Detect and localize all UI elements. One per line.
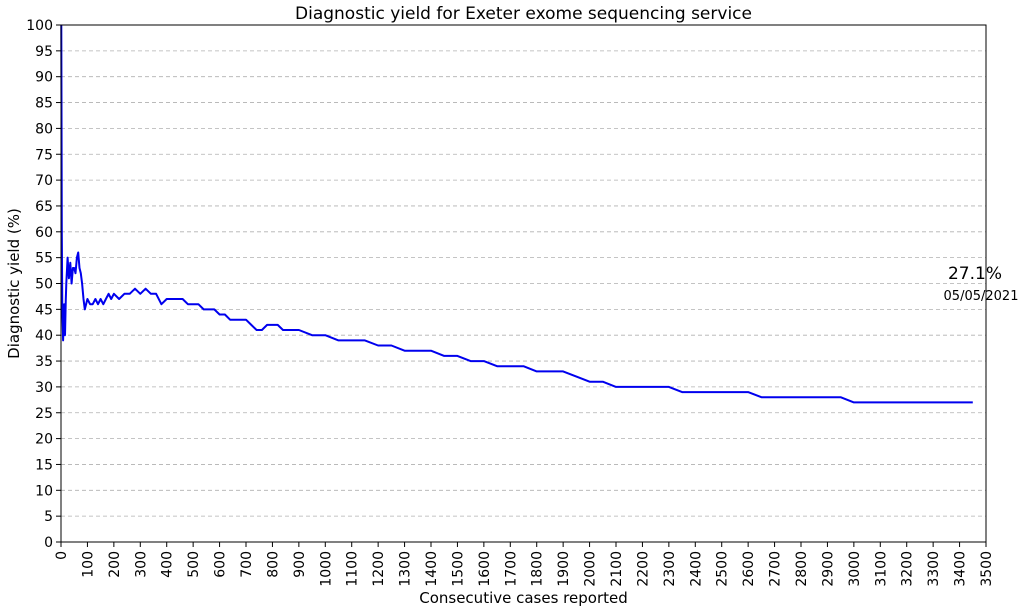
x-tick-label: 0 — [54, 551, 70, 560]
x-tick-label: 1200 — [371, 551, 387, 587]
x-tick-label: 3400 — [953, 551, 969, 587]
x-tick-label: 1600 — [477, 551, 493, 587]
x-tick-label: 1900 — [556, 551, 572, 587]
y-tick-label: 85 — [35, 96, 53, 112]
current-yield-date: 05/05/2021 — [944, 289, 1019, 304]
y-tick-label: 0 — [44, 535, 53, 551]
y-tick-label: 80 — [35, 121, 53, 137]
x-tick-label: 2600 — [741, 551, 757, 587]
x-tick-label: 3500 — [979, 551, 995, 587]
y-tick-label: 25 — [35, 406, 53, 422]
x-tick-label: 200 — [107, 551, 123, 578]
yield-series-line — [60, 24, 973, 404]
x-tick-label: 3100 — [873, 551, 889, 587]
y-tick-label: 5 — [44, 509, 53, 525]
y-axis-title: Diagnostic yield (%) — [5, 208, 23, 359]
x-tick-label: 3200 — [900, 551, 916, 587]
y-tick-label: 100 — [26, 18, 53, 34]
x-tick-label: 700 — [239, 551, 255, 578]
plot-frame — [60, 24, 987, 543]
x-tick-label: 500 — [186, 551, 202, 578]
x-tick-label: 1800 — [530, 551, 546, 587]
y-tick-label: 30 — [35, 380, 53, 396]
x-tick-label: 1300 — [398, 551, 414, 587]
y-tick-label: 90 — [35, 70, 53, 86]
y-tick-label: 45 — [35, 302, 53, 318]
x-tick-label: 2900 — [820, 551, 836, 587]
current-yield-value: 27.1% — [948, 264, 1002, 284]
x-tick-label: 900 — [292, 551, 308, 578]
y-tick-label: 35 — [35, 354, 53, 370]
x-tick-label: 2000 — [583, 551, 599, 587]
x-axis-ticks: 0 100 200 300 400 500 600 700 800 900 1000 1100 1200… — [54, 542, 995, 587]
x-tick-label: 1500 — [450, 551, 466, 587]
y-tick-label: 60 — [35, 225, 53, 241]
x-tick-label: 3300 — [926, 551, 942, 587]
x-tick-label: 800 — [265, 551, 281, 578]
x-tick-label: 2800 — [794, 551, 810, 587]
chart-title: Diagnostic yield for Exeter exome sequen… — [295, 4, 752, 24]
x-tick-label: 2300 — [662, 551, 678, 587]
y-tick-label: 70 — [35, 173, 53, 189]
x-tick-label: 1400 — [424, 551, 440, 587]
x-tick-label: 2500 — [715, 551, 731, 587]
x-axis-title: Consecutive cases reported — [419, 589, 628, 607]
y-tick-label: 65 — [35, 199, 53, 215]
x-tick-label: 2400 — [688, 551, 704, 587]
y-tick-label: 40 — [35, 328, 53, 344]
y-tick-label: 20 — [35, 432, 53, 448]
gridlines — [61, 50, 986, 517]
x-tick-label: 300 — [133, 551, 149, 578]
x-tick-label: 2700 — [768, 551, 784, 587]
x-tick-label: 1700 — [503, 551, 519, 587]
y-axis-ticks: 0 5 10 15 20 25 30 35 40 45 50 55 60 65 70 75 80 85 90 95 10… — [26, 18, 61, 551]
y-tick-label: 50 — [35, 277, 53, 293]
x-tick-label: 600 — [213, 551, 229, 578]
y-tick-label: 75 — [35, 147, 53, 163]
y-tick-label: 55 — [35, 251, 53, 267]
y-tick-label: 95 — [35, 44, 53, 60]
x-tick-label: 400 — [160, 551, 176, 578]
x-tick-label: 1000 — [318, 551, 334, 587]
x-tick-label: 3000 — [847, 551, 863, 587]
y-tick-label: 15 — [35, 457, 53, 473]
x-tick-label: 2200 — [635, 551, 651, 587]
x-tick-label: 100 — [80, 551, 96, 578]
y-tick-label: 10 — [35, 483, 53, 499]
x-tick-label: 2100 — [609, 551, 625, 587]
x-tick-label: 1100 — [345, 551, 361, 587]
